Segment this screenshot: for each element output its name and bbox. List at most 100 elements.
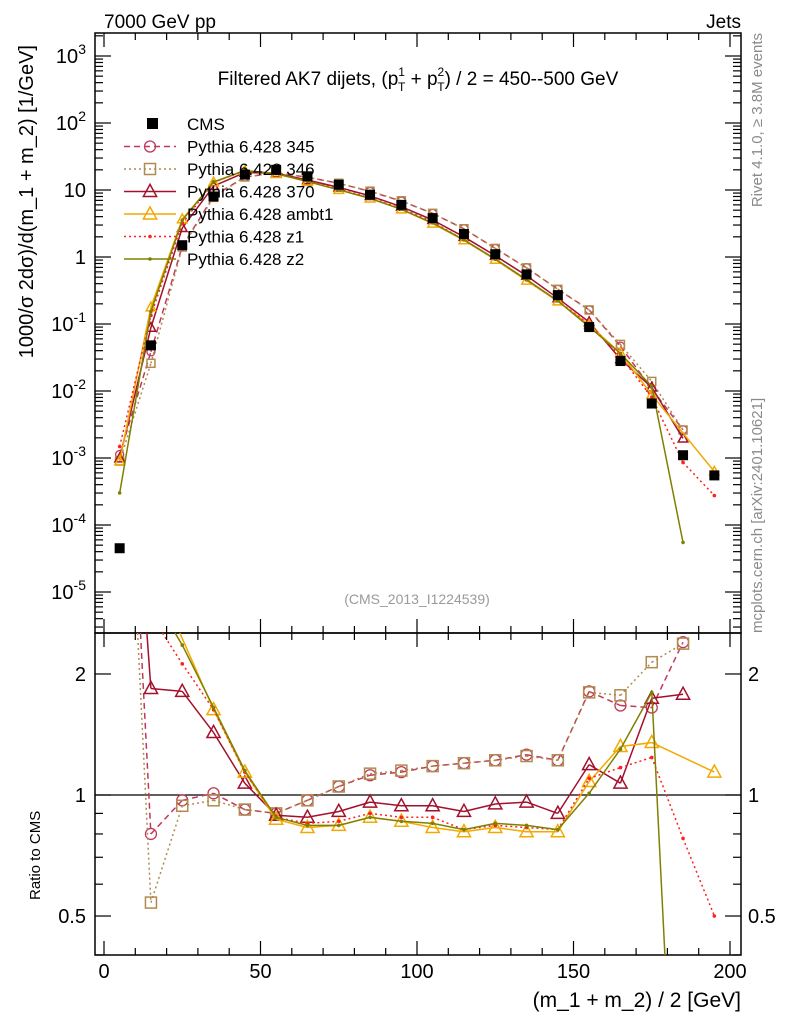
- series-ambt1-ratio-point: [612, 737, 629, 753]
- series-370-ratio-point: [174, 682, 191, 698]
- series-ambt1-ratio-point: [205, 700, 222, 716]
- legend-label: Pythia 6.428 346: [187, 160, 315, 179]
- series-346-ratio-point: [238, 803, 252, 816]
- legend-cms-marker: [147, 118, 158, 129]
- series-z2-ratio-line: [174, 632, 666, 956]
- series-ambt1-ratio-point: [518, 823, 535, 838]
- series-346-ratio-point: [207, 794, 220, 807]
- ratio-tick-label-right: 0.5: [748, 906, 776, 928]
- series-346-ratio: [136, 632, 690, 909]
- header-right: Jets: [706, 12, 741, 33]
- series-z2-ratio: [174, 632, 666, 956]
- series-346-ratio-point: [645, 655, 658, 669]
- ratio-marks: [136, 632, 723, 956]
- series-ambt1-ratio-point: [362, 808, 378, 824]
- series-z1-ratio-point: [587, 776, 591, 781]
- series-370-ratio-point: [393, 797, 410, 812]
- cms-data-point: [396, 199, 407, 210]
- series-z2-point: [618, 351, 623, 356]
- series-370-ratio-point: [143, 679, 159, 695]
- x-axis-label: (m_1 + m_2) / 2 [GeV]: [533, 989, 741, 1012]
- series-z2-point: [681, 540, 685, 545]
- cms-data-point: [615, 356, 626, 367]
- cms-data-point: [208, 191, 219, 202]
- series-z2-ratio-point: [399, 819, 404, 824]
- series-346-ratio-point: [582, 686, 596, 699]
- y-tick-label: 10^3: [56, 41, 86, 68]
- series-ambt1-ratio-point: [549, 823, 566, 838]
- header-left: 7000 GeV pp: [104, 12, 216, 33]
- series-z2-ratio-point: [556, 827, 560, 832]
- series-346-point: [584, 305, 594, 315]
- series-346-ratio-line: [136, 632, 684, 903]
- chart-title: Filtered AK7 dijets, (p1 T + p2 T) / 2 = 4…: [218, 65, 619, 94]
- series-z2-ratio-point: [180, 643, 185, 647]
- series-z1-ratio-point: [336, 819, 341, 824]
- rivet-version-label: Rivet 4.1.0, ≥ 3.8M events: [749, 33, 766, 207]
- x-tick-label: 100: [400, 961, 433, 983]
- series-z1-point: [117, 444, 122, 449]
- series-370-ratio-line: [146, 632, 684, 819]
- series-z1-ratio-point: [399, 815, 404, 820]
- series-z2-ratio-point: [524, 823, 529, 828]
- series-z2-ratio-point: [243, 768, 247, 773]
- cms-data-point: [145, 340, 156, 351]
- y-tick-label: 10^-5: [51, 577, 86, 604]
- legend-label: Pythia 6.428 z2: [187, 250, 304, 269]
- series-z2-ratio-point: [618, 747, 623, 751]
- series-370-ratio-point: [518, 793, 535, 808]
- series-370-ratio-point: [549, 804, 566, 820]
- y-axis-label: 1000/σ 2dσ)/d(m_1 + m_2) [1/GeV]: [16, 45, 38, 358]
- mcplots-label: mcplots.cern.ch [arXiv:2401.10621]: [749, 398, 766, 633]
- series-z2-ratio-point: [462, 827, 466, 832]
- y-tick-label: 10^-1: [51, 309, 86, 336]
- series-370-point: [113, 451, 126, 463]
- ratio-panel: 0.5 0.5 1 1 2 2: [58, 632, 776, 956]
- cms-data-point: [177, 240, 188, 251]
- series-z2-ratio-point: [368, 815, 372, 820]
- legend-marker: [142, 205, 158, 220]
- series-ambt1-point: [457, 233, 471, 245]
- series-ambt1-ratio-point: [299, 818, 316, 834]
- series-370-ratio-point: [487, 795, 504, 810]
- series-ambt1-ratio-line: [179, 632, 715, 833]
- series-345-ratio: [139, 632, 690, 841]
- cms-data-point: [271, 164, 282, 175]
- series-z2-ratio-point: [211, 705, 216, 710]
- series-z2-point: [180, 218, 185, 223]
- series-ambt1-point: [520, 273, 533, 285]
- series-346-ratio-point: [363, 767, 377, 780]
- legend-label: Pythia 6.428 345: [187, 138, 315, 157]
- series-370-ratio-point: [330, 802, 347, 818]
- series-345-ratio-point: [614, 699, 627, 712]
- series-z1-point: [681, 460, 685, 465]
- series-z1-ratio-point: [681, 836, 685, 841]
- series-346-ratio-point: [457, 756, 471, 770]
- series-z1-ratio-point: [618, 765, 623, 770]
- series-370-ratio-point: [362, 793, 378, 808]
- x-tick-label: 200: [713, 961, 746, 983]
- cms-data-point: [646, 398, 657, 409]
- series-370-ratio-point: [581, 755, 598, 771]
- y-tick-label: 10^2: [56, 108, 86, 135]
- y-tick-label: 10^-2: [51, 376, 86, 403]
- series-ambt1-point: [551, 294, 564, 306]
- series-346-line: [118, 172, 684, 462]
- series-345-ratio-point: [144, 827, 158, 841]
- legend-marker: [148, 234, 152, 239]
- series-z2-point: [149, 309, 153, 314]
- series-ambt1-ratio-point: [424, 818, 441, 834]
- series-ambt1-ratio: [179, 632, 723, 838]
- series-z1-ratio-line: [161, 632, 716, 917]
- series-ambt1-ratio-point: [643, 733, 660, 749]
- cms-data-point: [709, 470, 720, 481]
- ratio-tick-label-right: 1: [748, 785, 759, 807]
- series-346-ratio-point: [676, 637, 690, 650]
- series-z2-ratio-point: [305, 823, 310, 828]
- series-346-ratio-point: [614, 689, 627, 702]
- series-370-ratio-point: [424, 797, 441, 812]
- legend-marker: [143, 140, 157, 153]
- series-370-point: [676, 431, 690, 443]
- series-ambt1-ratio-point: [456, 823, 472, 838]
